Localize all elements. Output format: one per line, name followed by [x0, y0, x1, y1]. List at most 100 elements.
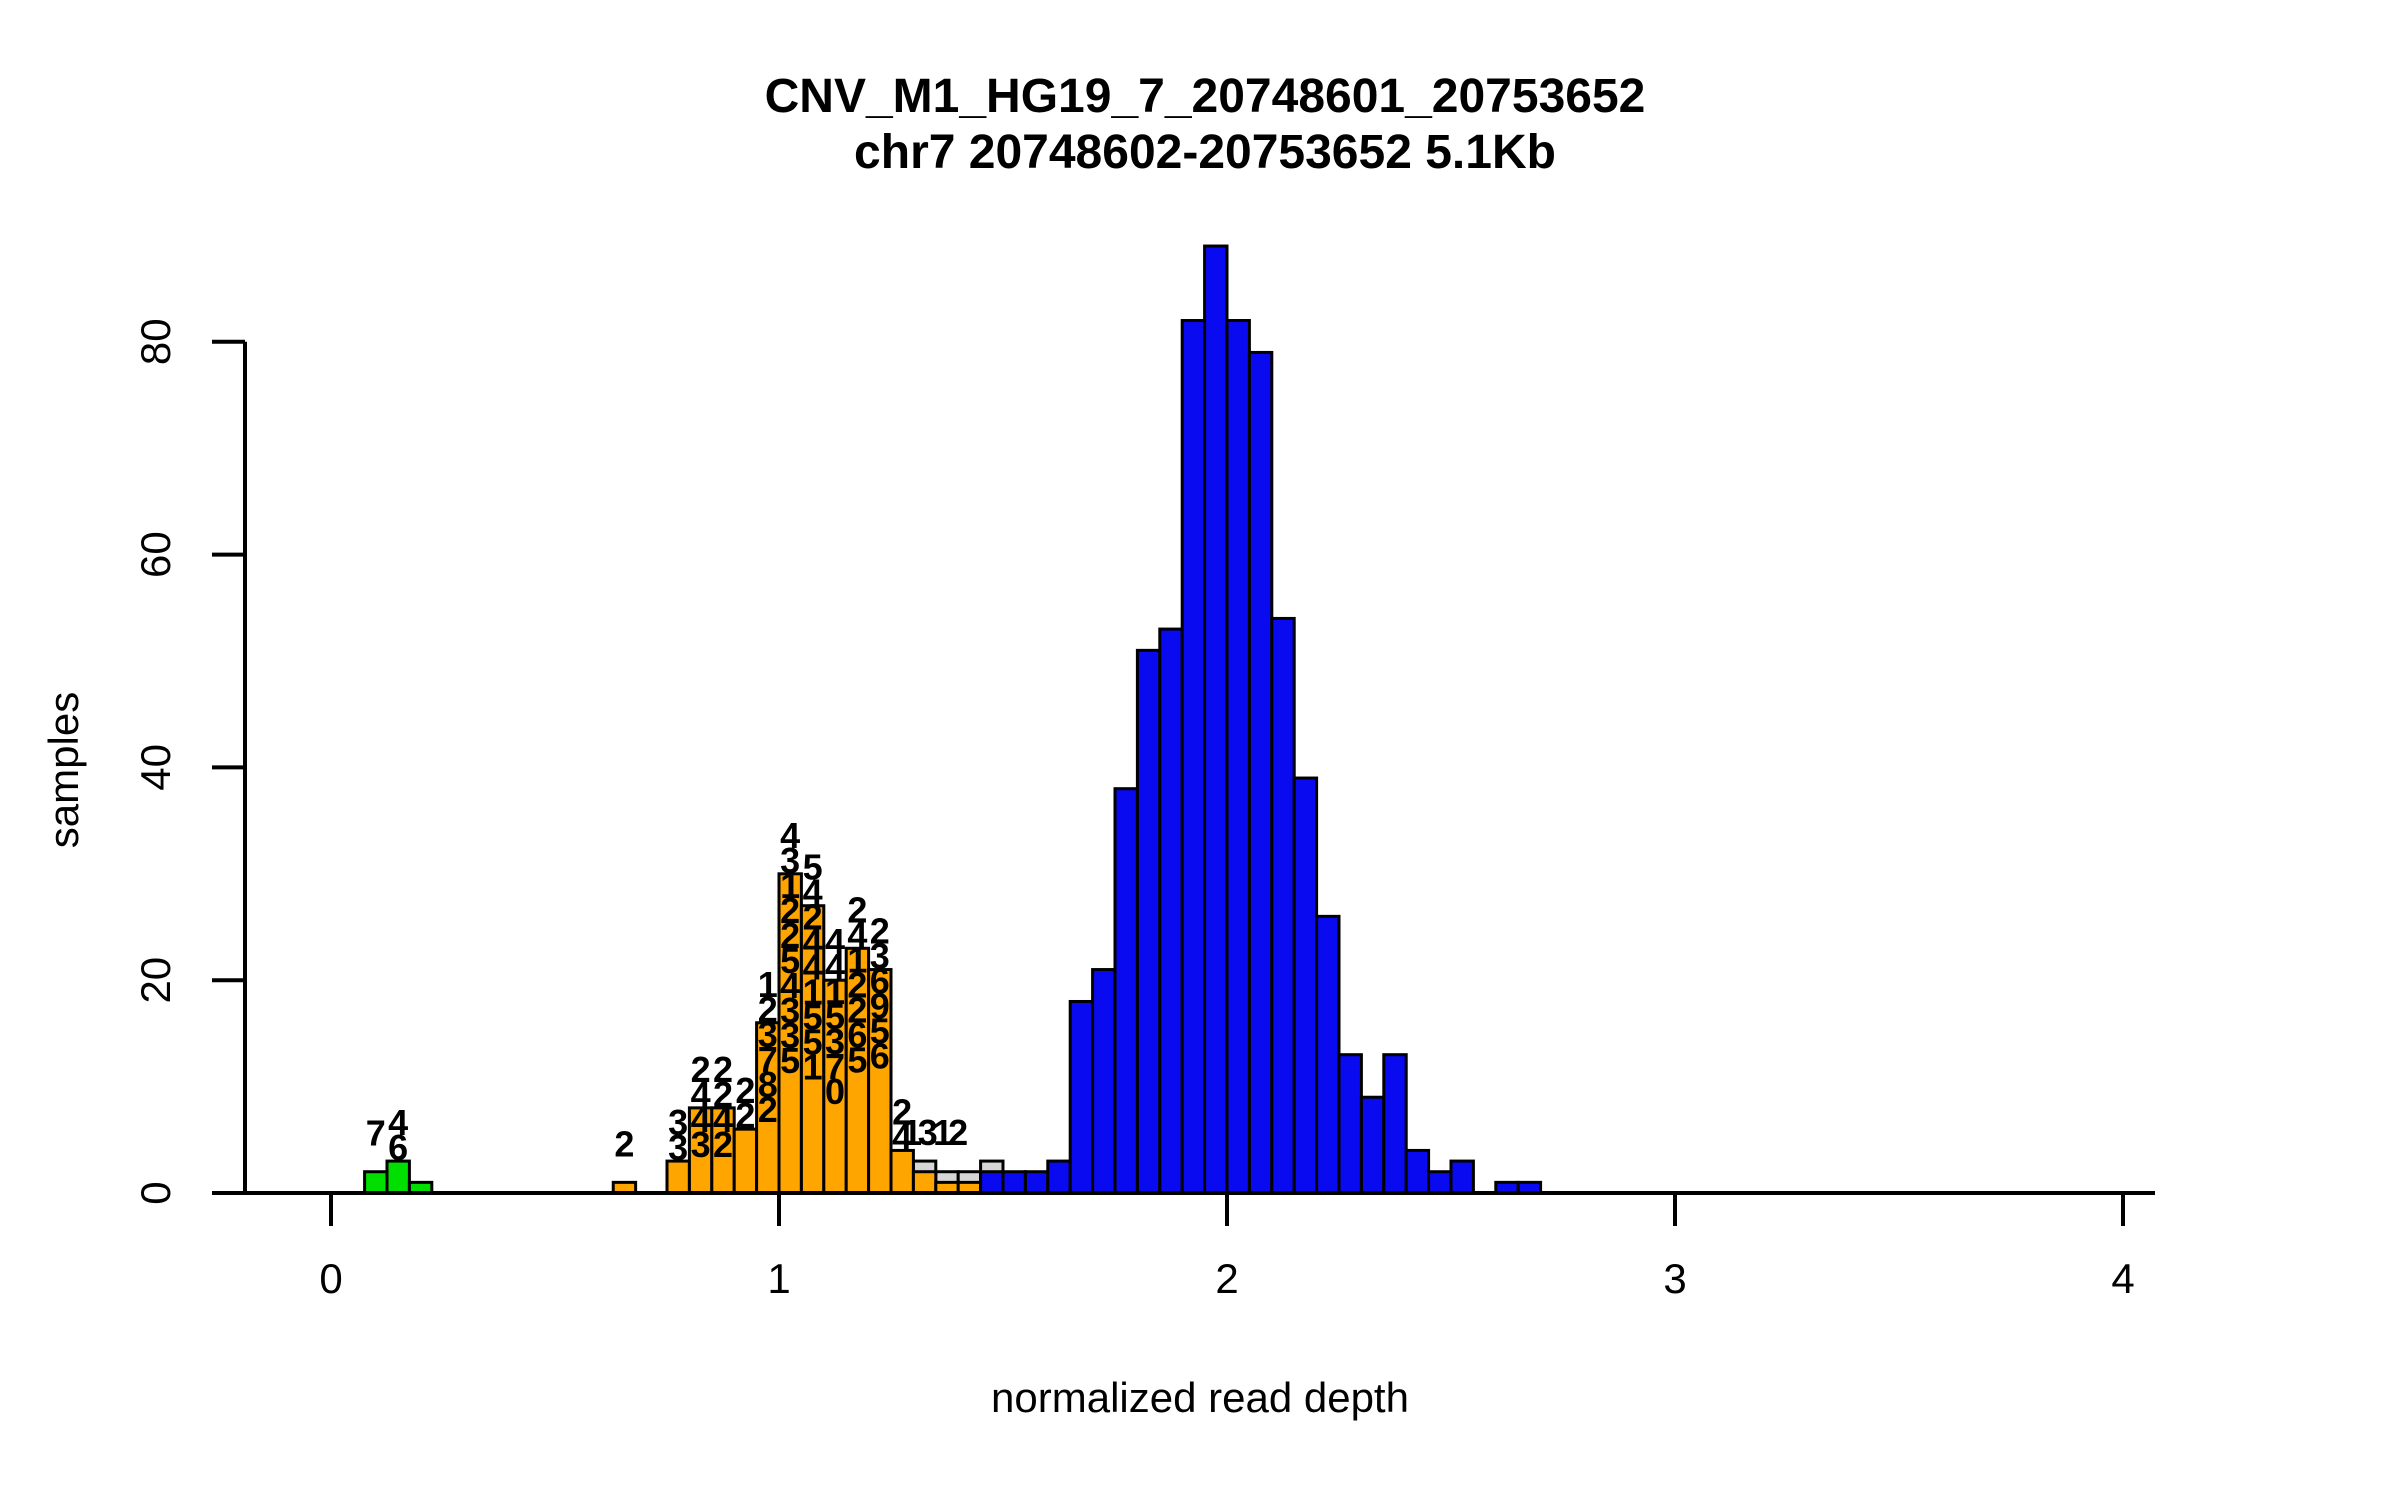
bar-count-label: 2 — [803, 897, 823, 938]
x-tick-label: 1 — [767, 1255, 790, 1302]
diploid-blue-bar — [1068, 999, 1095, 1195]
bar-count-label: 5 — [825, 996, 845, 1037]
bar-count-label: 7 — [758, 1039, 778, 1080]
x-axis-title: normalized read depth — [991, 1374, 1409, 1421]
bar-count-label: 4 — [803, 872, 823, 913]
bar-count-label: 3 — [825, 1021, 845, 1062]
y-tick-label: 0 — [132, 1181, 179, 1204]
x-tick-label: 0 — [319, 1255, 342, 1302]
bar-count-label: 4 — [780, 965, 800, 1006]
bar-count-label: 1 — [780, 865, 800, 906]
diploid-blue-bar — [1135, 648, 1162, 1195]
diploid-blue-bar — [1180, 319, 1207, 1195]
diploid-blue-bar — [1113, 787, 1139, 1195]
y-tick-label: 20 — [132, 957, 179, 1004]
bar-count-label: 4 — [825, 921, 845, 962]
bar-count-label: 2 — [614, 1123, 634, 1164]
diploid-blue-bar — [1449, 1159, 1475, 1195]
bar-count-label: 2 — [713, 1074, 733, 1115]
x-tick-label: 4 — [2111, 1255, 2134, 1302]
diploid-blue-bar — [1427, 1170, 1453, 1195]
floating-count-label: 1 — [902, 1112, 922, 1153]
diploid-blue-bar — [1247, 350, 1274, 1195]
bar-count-label: 4 — [691, 1074, 711, 1115]
floating-count-label: 2 — [948, 1112, 968, 1153]
histogram-bars — [363, 244, 1543, 1195]
bar-count-label: 4 — [847, 914, 867, 955]
bar-count-label: 4 — [892, 1116, 912, 1157]
x-tick-label: 3 — [1663, 1255, 1686, 1302]
bar-count-label: 2 — [735, 1095, 755, 1136]
bar-count-label: 2 — [758, 989, 778, 1030]
diploid-blue-bar — [979, 1170, 1005, 1195]
bar-count-label: 2 — [847, 889, 867, 930]
diploid-blue-bar — [1270, 616, 1296, 1195]
bar-count-label: 5 — [780, 1040, 800, 1081]
bar-count-label: 4 — [780, 815, 800, 856]
bar-count-label: 1 — [803, 972, 823, 1013]
bar-count-label: 6 — [847, 1014, 867, 1055]
diploid-blue-bar — [1337, 1053, 1363, 1195]
bar-count-label: 1 — [847, 939, 867, 980]
y-tick-label: 60 — [132, 531, 179, 578]
bar-count-label: 6 — [870, 1036, 890, 1077]
diploid-blue-bar — [1404, 1148, 1431, 1195]
diploid-blue-bar — [1046, 1159, 1072, 1195]
diploid-blue-bar — [1292, 776, 1319, 1195]
y-axis-title: samples — [40, 692, 87, 848]
bar-count-label: 4 — [691, 1099, 711, 1140]
bar-count-label: 6 — [870, 961, 890, 1002]
diploid-blue-bar — [1001, 1170, 1027, 1195]
bar-count-label: 3 — [691, 1124, 711, 1165]
diploid-blue-bar — [1023, 1170, 1050, 1195]
bar-count-label: 2 — [713, 1124, 733, 1165]
x-tick-label: 2 — [1215, 1255, 1238, 1302]
bar-count-label: 8 — [758, 1064, 778, 1105]
bar-count-label: 6 — [388, 1127, 408, 1168]
bar-count-label: 9 — [870, 986, 890, 1027]
bar-count-label: 4 — [825, 946, 845, 987]
bar-count-label: 2 — [758, 1089, 778, 1130]
bar-count-label: 0 — [825, 1071, 845, 1112]
bar-count-label: 5 — [803, 997, 823, 1038]
deletion-green-bar — [363, 1170, 389, 1195]
bar-count-label: 2 — [847, 964, 867, 1005]
diploid-blue-bar — [1359, 1095, 1386, 1195]
chart-title-line2: chr7 20748602-20753652 5.1Kb — [854, 126, 1556, 179]
bar-count-label: 3 — [758, 1014, 778, 1055]
het-deletion-orange-bar — [732, 1127, 759, 1195]
bar-count-label: 4 — [803, 922, 823, 963]
bar-count-label: 2 — [870, 911, 890, 952]
bar-count-label: 2 — [780, 915, 800, 956]
bar-count-labels: 7 46 2332443224222123782431225433554244155… — [366, 815, 968, 1168]
bar-count-label: 1 — [825, 971, 845, 1012]
floating-count-label: 1 — [933, 1112, 953, 1153]
bar-count-label: 3 — [780, 840, 800, 881]
bar-count-label: 5 — [803, 847, 823, 888]
y-tick-label: 40 — [132, 744, 179, 791]
bar-count-label: 5 — [803, 1022, 823, 1063]
diploid-blue-bar — [1225, 319, 1251, 1195]
bar-count-label: 4 — [388, 1102, 408, 1143]
diploid-blue-bar — [1091, 968, 1117, 1195]
bar-count-label: 4 — [803, 947, 823, 988]
bar-count-label: 5 — [847, 1039, 867, 1080]
diploid-blue-bar — [1315, 914, 1341, 1195]
floating-count-label: 3 — [918, 1112, 938, 1153]
bar-count-label: 5 — [870, 1011, 890, 1052]
bar-count-label: 7 — [825, 1046, 845, 1087]
diploid-blue-bar — [1382, 1053, 1408, 1195]
bar-count-label: 1 — [803, 1047, 823, 1088]
diploid-blue-bar — [1203, 244, 1229, 1195]
bar-count-label: 3 — [668, 1127, 688, 1168]
y-tick-label: 80 — [132, 318, 179, 365]
chart-title-line1: CNV_M1_HG19_7_20748601_20753652 — [765, 70, 1646, 123]
bar-count-label: 3 — [780, 990, 800, 1031]
bar-count-label: 4 — [713, 1099, 733, 1140]
bar-count-label: 2 — [847, 989, 867, 1030]
bar-count-label: 7 — [366, 1113, 386, 1154]
bar-count-label: 3 — [668, 1102, 688, 1143]
